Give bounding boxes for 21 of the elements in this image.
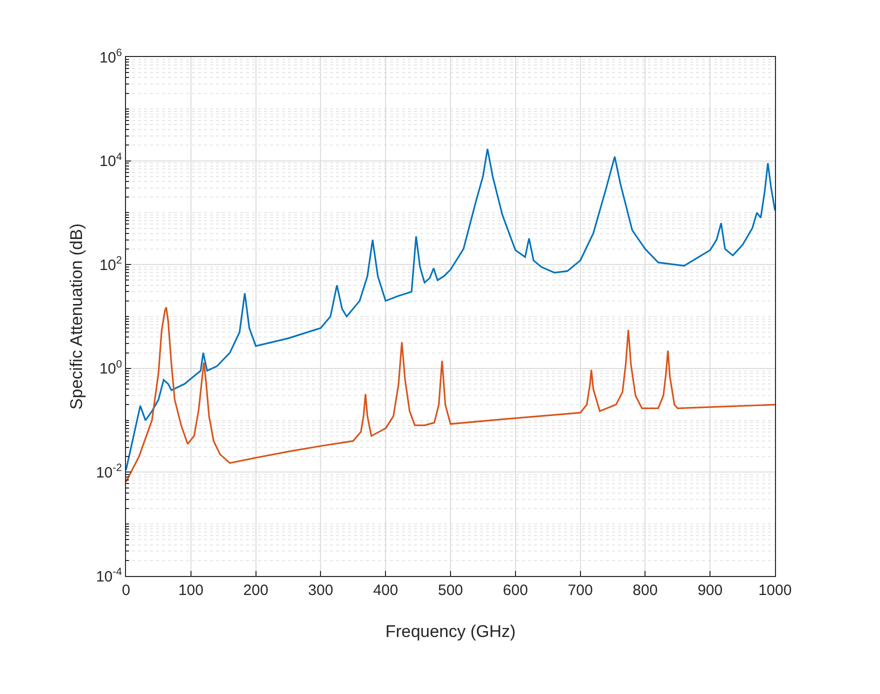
y-tick-label: 10$^{4}$	[99, 150, 122, 170]
x-tick-label: 300	[308, 582, 334, 599]
x-tick-label: 800	[632, 582, 658, 599]
y-axis-title: Specific Attenuation (dB)	[67, 223, 86, 410]
x-tick-label: 700	[568, 582, 593, 599]
y-tick-label: 10$^{6}$	[99, 46, 122, 66]
x-tick-label: 400	[373, 582, 398, 599]
y-tick-label: 10$^{-2}$	[96, 462, 122, 482]
x-tick-label: 200	[243, 582, 268, 599]
line-series	[126, 306, 775, 483]
x-tick-label: 1000	[758, 582, 792, 599]
line-series	[126, 148, 775, 471]
x-axis-title: Frequency (GHz)	[385, 622, 516, 641]
x-tick-label: 0	[122, 582, 130, 599]
x-tick-label: 900	[698, 582, 723, 599]
x-tick-label: 100	[178, 582, 204, 599]
x-tick-label: 500	[438, 582, 464, 599]
y-tick-label: 10$^{-4}$	[96, 566, 122, 586]
y-tick-label: 10$^{0}$	[99, 358, 122, 378]
x-tick-label: 600	[502, 582, 528, 599]
y-tick-label: 10$^{2}$	[99, 254, 122, 274]
